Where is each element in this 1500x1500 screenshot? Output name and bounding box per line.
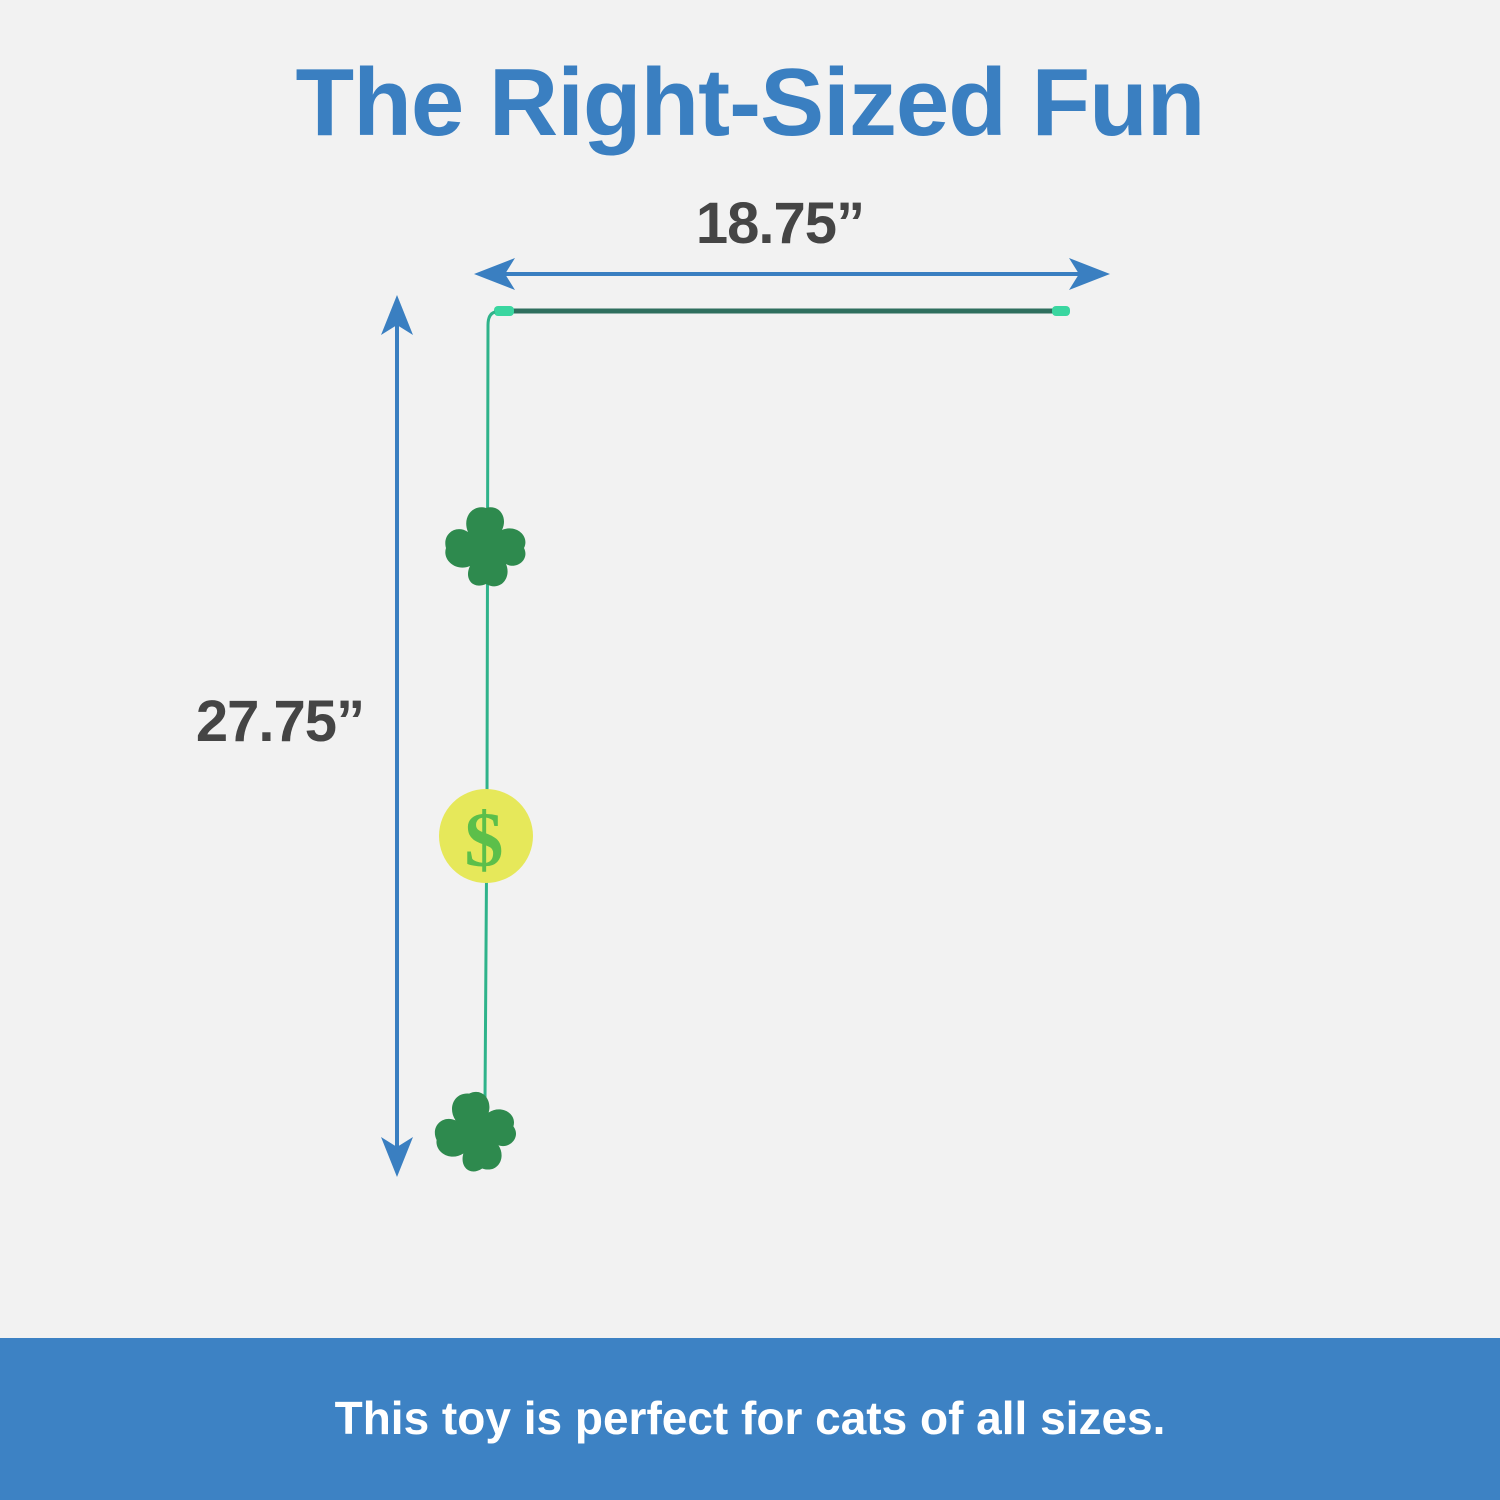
width-arrow (474, 258, 1110, 290)
shamrock-icon (435, 1092, 516, 1172)
wand-rod (494, 306, 1070, 316)
height-dimension-label: 27.75” (195, 689, 365, 754)
page-title: The Right-Sized Fun (295, 49, 1206, 156)
shamrock-icon (445, 507, 526, 587)
footer-text: This toy is perfect for cats of all size… (334, 1392, 1166, 1444)
ball-dollar-symbol: $ (465, 796, 504, 883)
width-dimension-label: 18.75” (695, 191, 865, 256)
toy-string (483, 310, 496, 1101)
footer-banner: This toy is perfect for cats of all size… (0, 1338, 1500, 1500)
coin-ball-icon: $ (439, 789, 533, 883)
height-arrow (381, 295, 413, 1177)
